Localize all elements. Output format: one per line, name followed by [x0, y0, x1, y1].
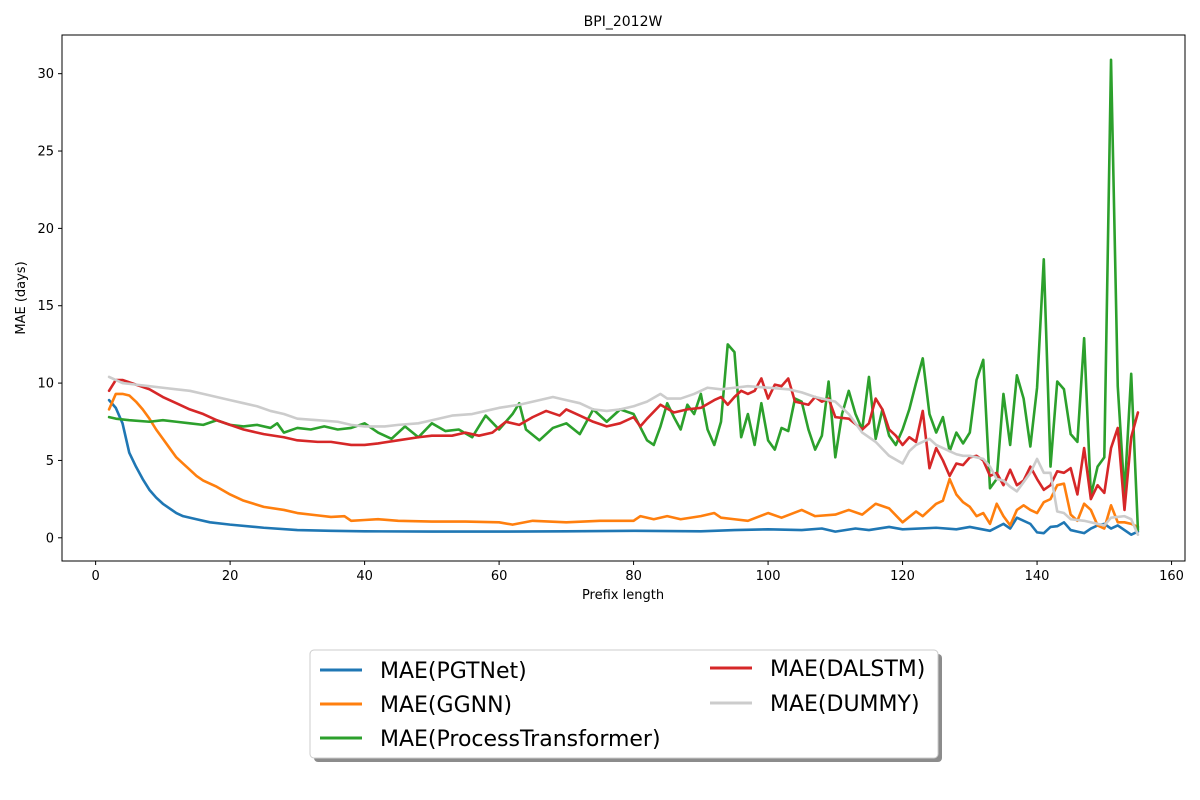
series-line-3: [107, 58, 1140, 532]
legend: MAE(PGTNet) MAE(GGNN) MAE(ProcessTransform…: [309, 649, 942, 762]
x-tick-label: 120: [890, 569, 915, 584]
y-tick-label: 25: [37, 145, 54, 160]
legend-label: MAE(DUMMY): [770, 692, 920, 717]
legend-label: MAE(DALSTM): [770, 657, 925, 682]
plot-area: [107, 58, 1140, 536]
legend-label: MAE(PGTNet): [380, 659, 527, 684]
x-tick-label: 60: [491, 569, 508, 584]
series-line-2: [107, 392, 1140, 530]
y-tick-label: 0: [46, 531, 54, 546]
legend-box: [309, 649, 939, 759]
x-tick-label: 100: [756, 569, 781, 584]
x-tick-label: 20: [222, 569, 239, 584]
chart-title: BPI_2012W: [584, 14, 663, 30]
y-tick-label: 30: [37, 67, 54, 82]
y-tick-label: 10: [37, 377, 54, 392]
y-tick-label: 15: [37, 299, 54, 314]
y-tick-label: 5: [46, 454, 54, 469]
y-axis: 0 5 10 15 20 25 30: [37, 67, 62, 546]
series-line-4: [107, 377, 1140, 512]
legend-label: MAE(ProcessTransformer): [380, 727, 661, 752]
series-line-5: [107, 375, 1140, 536]
x-tick-label: 0: [91, 569, 99, 584]
x-tick-label: 40: [356, 569, 373, 584]
series-line-1: [107, 398, 1140, 536]
series-group: [107, 58, 1140, 536]
plot-frame: [61, 34, 1186, 562]
y-axis-label: MAE (days): [14, 261, 29, 334]
x-tick-label: 160: [1159, 569, 1184, 584]
x-tick-label: 80: [625, 569, 642, 584]
x-tick-label: 140: [1025, 569, 1050, 584]
x-axis: 0 20 40 60 80 100 120 140 160: [91, 561, 1184, 584]
y-tick-label: 20: [37, 222, 54, 237]
x-axis-label: Prefix length: [582, 588, 664, 603]
legend-label: MAE(GGNN): [380, 693, 512, 718]
